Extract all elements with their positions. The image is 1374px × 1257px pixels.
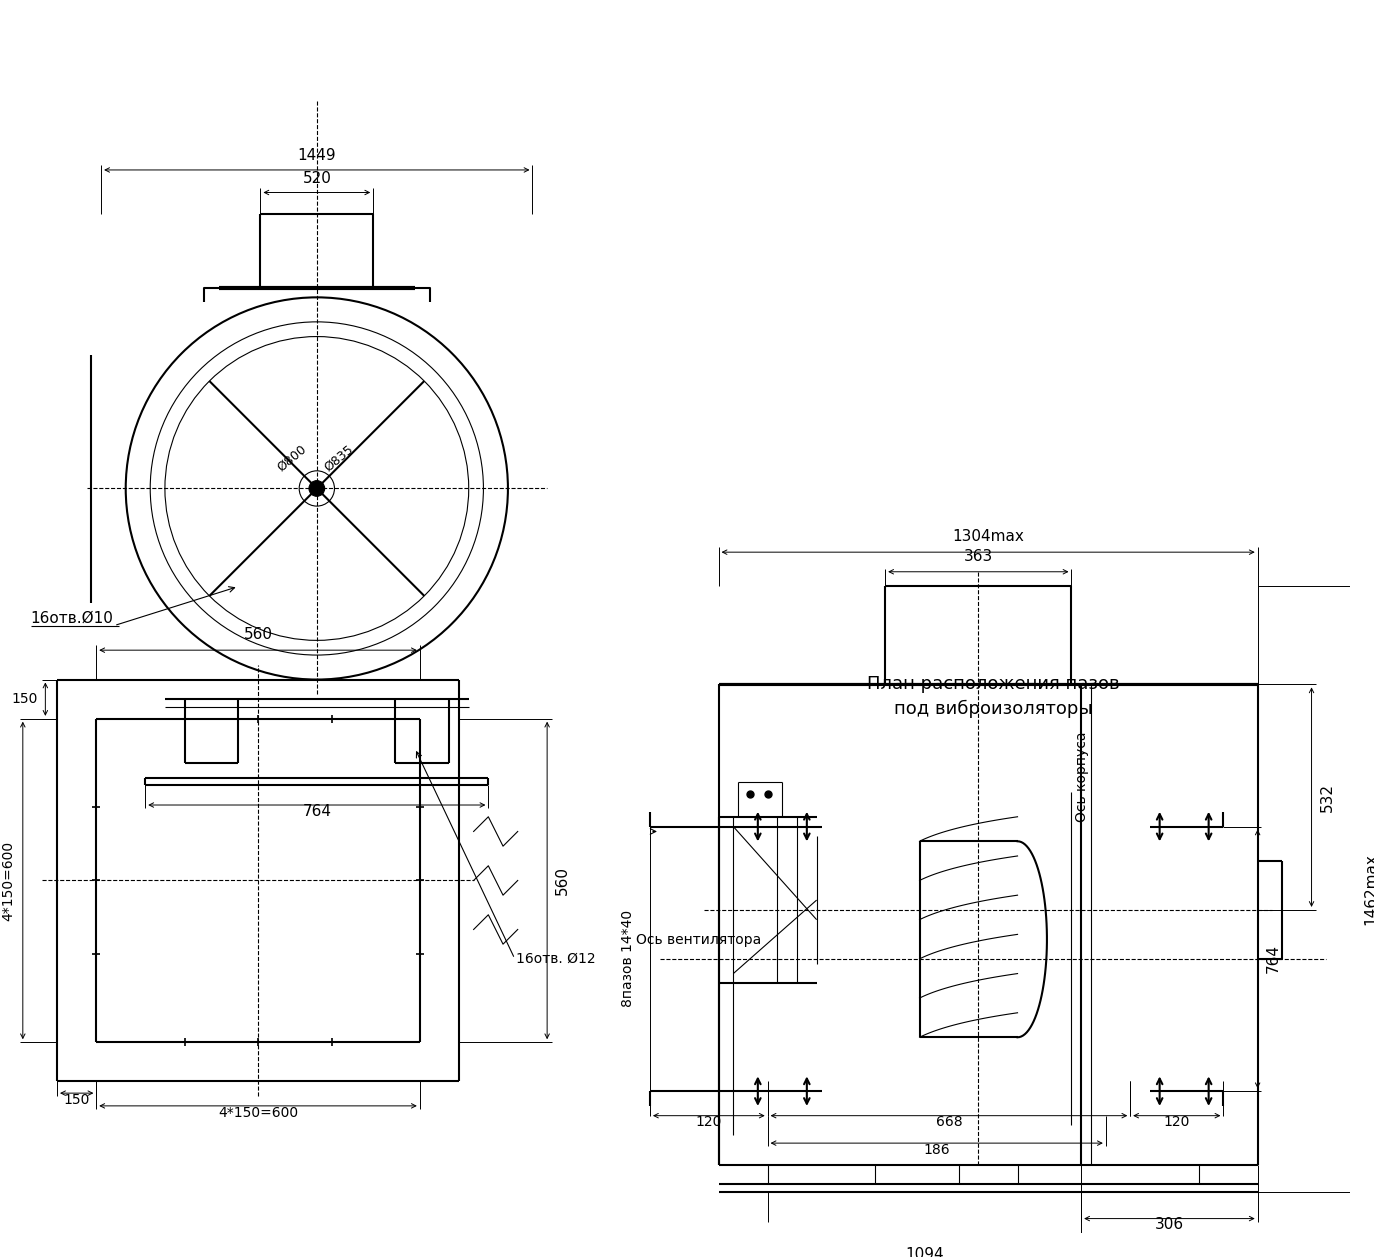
Text: 1094: 1094 xyxy=(905,1247,944,1257)
Text: Ø835: Ø835 xyxy=(322,442,356,474)
Text: 1304max: 1304max xyxy=(952,529,1024,544)
Text: Ø800: Ø800 xyxy=(275,442,309,474)
Text: 4*150=600: 4*150=600 xyxy=(1,841,15,920)
Text: 186: 186 xyxy=(923,1143,949,1156)
Text: 16отв. Ø12: 16отв. Ø12 xyxy=(515,952,595,965)
Text: 764: 764 xyxy=(1265,944,1281,973)
Text: План расположения пазов: План расположения пазов xyxy=(867,675,1120,694)
Text: 560: 560 xyxy=(555,866,570,895)
Text: 560: 560 xyxy=(243,627,272,642)
Text: 120: 120 xyxy=(695,1115,721,1129)
Text: 150: 150 xyxy=(63,1092,89,1107)
Text: 532: 532 xyxy=(1319,783,1334,812)
Text: 668: 668 xyxy=(936,1115,962,1129)
Text: 4*150=600: 4*150=600 xyxy=(218,1106,298,1120)
Text: 1462max: 1462max xyxy=(1363,854,1374,925)
Text: 150: 150 xyxy=(11,693,37,706)
Text: Ось вентилятора: Ось вентилятора xyxy=(636,933,761,947)
Text: 120: 120 xyxy=(1164,1115,1190,1129)
Text: 363: 363 xyxy=(963,549,993,564)
Text: 8пазов 14*40: 8пазов 14*40 xyxy=(621,910,635,1007)
Text: 764: 764 xyxy=(302,803,331,818)
Text: 16отв.Ø10: 16отв.Ø10 xyxy=(30,611,114,626)
Text: под виброизоляторы: под виброизоляторы xyxy=(893,700,1092,718)
Text: 306: 306 xyxy=(1156,1217,1184,1232)
Circle shape xyxy=(309,480,324,497)
Text: Ось корпуса: Ось корпуса xyxy=(1076,732,1090,822)
Text: 520: 520 xyxy=(302,171,331,186)
Text: 1449: 1449 xyxy=(298,148,337,163)
